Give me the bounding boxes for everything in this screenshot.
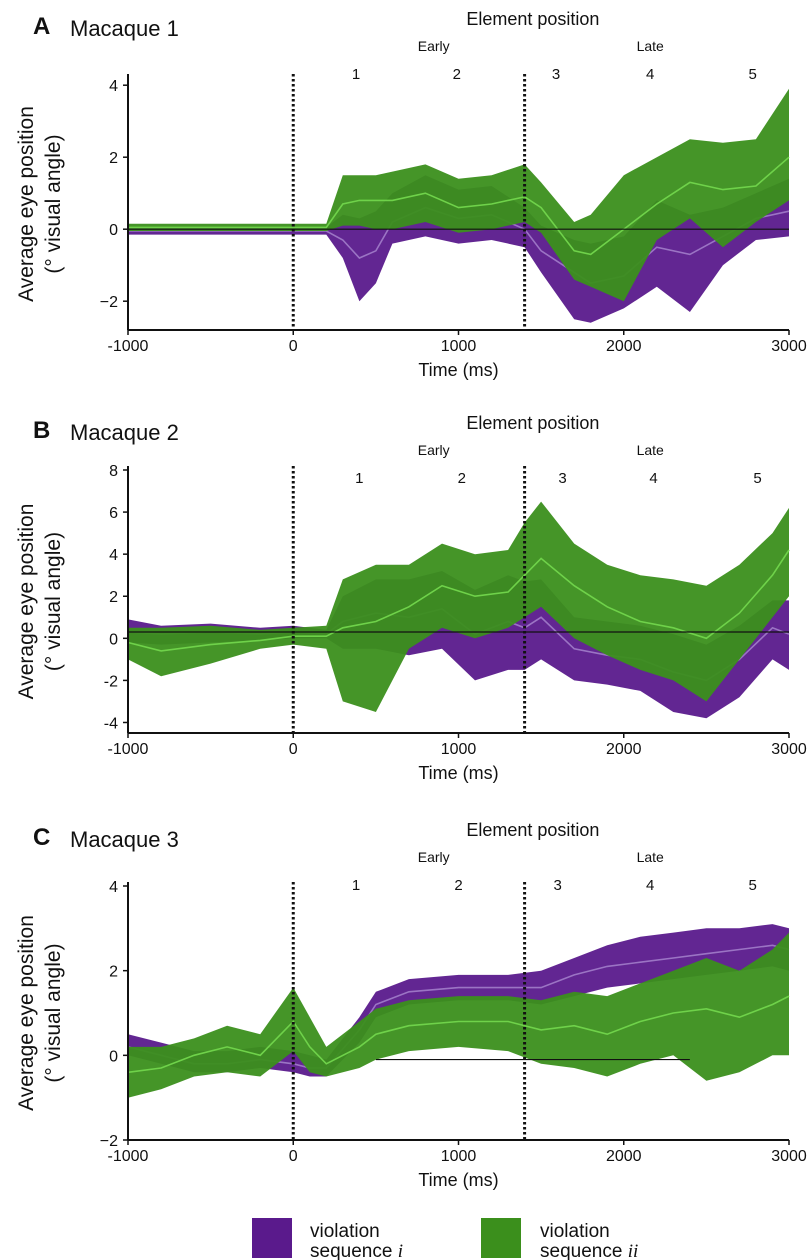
- element-position-title: Element position: [466, 820, 599, 840]
- series-mean-line-violation-ii: [127, 549, 790, 652]
- panel-letter: C: [33, 824, 50, 851]
- panel-letter: B: [33, 417, 50, 444]
- y-axis-title-line2: (° visual angle): [42, 943, 65, 1082]
- legend-label-line1: violation: [540, 1221, 610, 1242]
- x-tick-label: 0: [289, 338, 298, 355]
- x-tick-label: 2000: [606, 1148, 642, 1165]
- element-number: 3: [553, 877, 561, 894]
- early-label: Early: [418, 849, 450, 865]
- x-tick-label: 1000: [441, 741, 477, 758]
- x-tick-label: 0: [289, 741, 298, 758]
- element-number: 1: [352, 877, 360, 894]
- series-mean-line-violation-ii: [128, 156, 790, 256]
- x-tick-label: 3000: [771, 741, 807, 758]
- legend-swatch: [481, 1218, 521, 1258]
- x-tick-label: 2000: [606, 338, 642, 355]
- legend-label-line1: violation: [310, 1221, 380, 1242]
- x-tick-label: -1000: [108, 741, 149, 758]
- element-position-title: Element position: [466, 413, 599, 433]
- y-tick-label: 4: [109, 547, 118, 564]
- y-tick-label: −2: [100, 1133, 118, 1150]
- element-number: 4: [649, 470, 657, 487]
- x-tick-label: 0: [289, 1148, 298, 1165]
- element-number: 4: [646, 66, 654, 83]
- element-number: 2: [454, 877, 462, 894]
- y-tick-label: 0: [109, 222, 118, 239]
- y-tick-label: 8: [109, 463, 118, 480]
- element-number: 5: [748, 877, 756, 894]
- series-band-violation-ii: [128, 932, 789, 1098]
- y-tick-label: 2: [109, 589, 118, 606]
- x-tick-label: -1000: [108, 338, 149, 355]
- y-tick-label: -4: [104, 715, 118, 732]
- x-tick-label: 2000: [606, 741, 642, 758]
- legend-label-line2: sequence ii: [540, 1241, 638, 1260]
- series-band-violation-ii: [128, 501, 789, 712]
- y-tick-label: 2: [109, 150, 118, 167]
- x-axis-title: Time (ms): [418, 360, 498, 380]
- y-tick-label: 2: [109, 964, 118, 981]
- series-mean-line-violation-ii: [127, 995, 790, 1074]
- late-label: Late: [637, 442, 664, 458]
- series-band-violation-i: [128, 571, 789, 719]
- legend-label-prefix: sequence: [540, 1241, 628, 1260]
- y-axis-title-line1: Average eye position: [15, 915, 38, 1111]
- panel-title: Macaque 2: [70, 420, 179, 445]
- y-axis-title-line1: Average eye position: [15, 106, 38, 302]
- x-axis-title: Time (ms): [418, 763, 498, 783]
- element-number: 1: [352, 66, 360, 83]
- series-band-violation-ii: [128, 88, 789, 302]
- y-axis-title-line1: Average eye position: [15, 504, 38, 700]
- y-tick-label: 0: [109, 1048, 118, 1065]
- y-tick-label: 4: [109, 879, 118, 896]
- x-tick-label: 3000: [771, 1148, 807, 1165]
- element-number: 3: [552, 66, 560, 83]
- legend-label-italic: ii: [628, 1241, 639, 1260]
- element-number: 4: [646, 877, 654, 894]
- panel-c: C Macaque 3 Element position Early Late 1 2 3 4 5…: [15, 820, 807, 1190]
- y-tick-label: 6: [109, 505, 118, 522]
- element-position-title: Element position: [466, 9, 599, 29]
- element-number: 5: [753, 470, 761, 487]
- element-number: 2: [453, 66, 461, 83]
- x-tick-label: 1000: [441, 1148, 477, 1165]
- element-number: 3: [558, 470, 566, 487]
- element-number: 5: [748, 66, 756, 83]
- panel-title: Macaque 1: [70, 16, 179, 41]
- panel-letter: A: [33, 13, 50, 40]
- y-tick-label: −2: [100, 294, 118, 311]
- legend-label-prefix: sequence: [310, 1241, 398, 1260]
- x-tick-label: 1000: [441, 338, 477, 355]
- legend-label-line2: sequence i: [310, 1241, 403, 1260]
- late-label: Late: [637, 38, 664, 54]
- late-label: Late: [637, 849, 664, 865]
- early-label: Early: [418, 442, 450, 458]
- early-label: Early: [418, 38, 450, 54]
- element-number: 2: [458, 470, 466, 487]
- legend-swatch: [252, 1218, 292, 1258]
- panel-a: A Macaque 1 Element position Early Late 1 2 3 4 5…: [15, 9, 807, 380]
- y-axis-title-line2: (° visual angle): [42, 532, 65, 671]
- x-tick-label: -1000: [108, 1148, 149, 1165]
- y-axis-title-line2: (° visual angle): [42, 134, 65, 273]
- legend-label-italic: i: [398, 1241, 403, 1260]
- y-tick-label: 0: [109, 631, 118, 648]
- element-number: 1: [355, 470, 363, 487]
- y-tick-label: -2: [104, 673, 118, 690]
- y-tick-label: 4: [109, 78, 118, 95]
- panel-title: Macaque 3: [70, 827, 179, 852]
- panel-b: B Macaque 2 Element position Early Late 1 2 3 4 5…: [15, 413, 807, 783]
- x-tick-label: 3000: [771, 338, 807, 355]
- x-axis-title: Time (ms): [418, 1170, 498, 1190]
